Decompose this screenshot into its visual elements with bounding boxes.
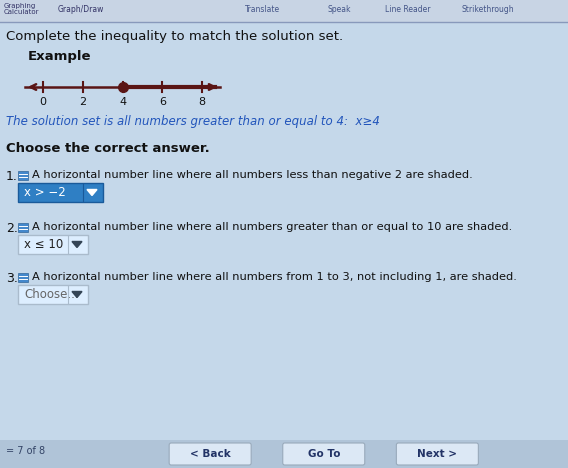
Text: Example: Example — [28, 50, 91, 63]
Text: The solution set is all numbers greater than or equal to 4:  x≥4: The solution set is all numbers greater … — [6, 115, 380, 128]
Text: x > −2: x > −2 — [24, 186, 66, 199]
FancyBboxPatch shape — [18, 183, 103, 202]
Polygon shape — [72, 292, 82, 298]
Bar — [18, 223, 28, 232]
FancyBboxPatch shape — [18, 235, 88, 254]
Text: 8: 8 — [198, 97, 206, 107]
FancyBboxPatch shape — [396, 443, 478, 465]
FancyBboxPatch shape — [169, 443, 251, 465]
Text: A horizontal number line where all numbers from 1 to 3, not including 1, are sha: A horizontal number line where all numbe… — [32, 272, 517, 282]
Text: 0: 0 — [40, 97, 47, 107]
Text: 2: 2 — [79, 97, 86, 107]
Text: Translate: Translate — [245, 5, 280, 14]
Text: Complete the inequality to match the solution set.: Complete the inequality to match the sol… — [6, 30, 343, 43]
Bar — [0, 440, 568, 468]
Text: 1.: 1. — [6, 170, 18, 183]
Polygon shape — [72, 241, 82, 248]
Text: 3.: 3. — [6, 272, 18, 285]
Text: Next >: Next > — [417, 449, 457, 459]
Text: 6: 6 — [158, 97, 166, 107]
Text: 4: 4 — [119, 97, 126, 107]
FancyBboxPatch shape — [18, 285, 88, 304]
Text: Go To: Go To — [307, 449, 340, 459]
Polygon shape — [87, 190, 97, 196]
Text: x ≤ 10: x ≤ 10 — [24, 238, 63, 251]
Bar — [0, 0, 568, 22]
Bar — [18, 171, 28, 180]
Text: A horizontal number line where all numbers greater than or equal to 10 are shade: A horizontal number line where all numbe… — [32, 222, 512, 232]
Text: Calculator: Calculator — [4, 9, 40, 15]
Bar — [18, 273, 28, 282]
Text: = 7 of 8: = 7 of 8 — [6, 446, 45, 456]
Bar — [0, 22, 568, 440]
Text: Strikethrough: Strikethrough — [462, 5, 515, 14]
FancyBboxPatch shape — [283, 443, 365, 465]
Text: Graphing: Graphing — [4, 3, 36, 9]
Text: Choose...: Choose... — [24, 288, 78, 301]
Text: < Back: < Back — [190, 449, 231, 459]
Text: Speak: Speak — [328, 5, 352, 14]
Text: Choose the correct answer.: Choose the correct answer. — [6, 142, 210, 155]
Text: 2.: 2. — [6, 222, 18, 235]
Text: Line Reader: Line Reader — [385, 5, 431, 14]
Text: A horizontal number line where all numbers less than negative 2 are shaded.: A horizontal number line where all numbe… — [32, 170, 473, 180]
Text: Graph/Draw: Graph/Draw — [58, 5, 105, 14]
